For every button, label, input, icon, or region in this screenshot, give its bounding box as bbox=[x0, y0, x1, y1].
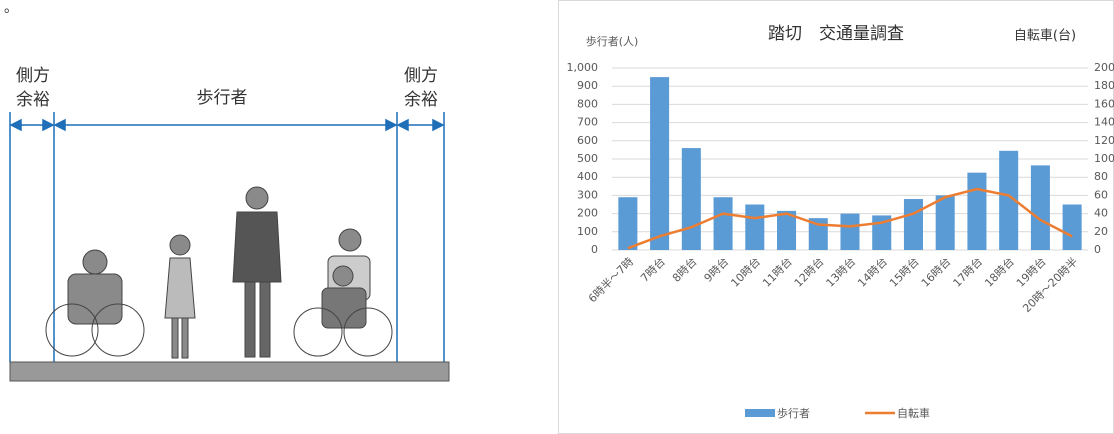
bar bbox=[713, 197, 733, 250]
bar bbox=[777, 210, 797, 250]
margin-label: 側方 bbox=[16, 66, 50, 86]
margin-label: 余裕 bbox=[404, 90, 438, 110]
bar bbox=[999, 150, 1019, 250]
legend-swatch bbox=[745, 409, 775, 417]
y-axis-title: 歩行者(人) bbox=[586, 34, 639, 48]
bar bbox=[808, 218, 828, 250]
y-tick-label: 300 bbox=[577, 188, 598, 201]
y2-tick-label: 120 bbox=[1094, 134, 1114, 147]
y2-tick-label: 80 bbox=[1094, 170, 1108, 183]
y-tick-label: 700 bbox=[577, 116, 598, 129]
bar bbox=[840, 213, 860, 250]
y2-tick-label: 0 bbox=[1094, 243, 1101, 256]
line bbox=[627, 187, 1073, 250]
y2-tick-label: 140 bbox=[1094, 116, 1114, 129]
people bbox=[45, 186, 393, 359]
legend-label: 自転車 bbox=[897, 406, 930, 420]
dimension-lines bbox=[9, 112, 445, 362]
y-tick-label: 200 bbox=[577, 207, 598, 220]
y2-tick-label: 60 bbox=[1094, 188, 1108, 201]
y-tick-label: 100 bbox=[577, 225, 598, 238]
bar bbox=[745, 204, 765, 250]
note: 。 bbox=[4, 0, 18, 16]
bar bbox=[1062, 204, 1082, 250]
y-tick-label: 0 bbox=[591, 243, 598, 256]
legend-label: 歩行者 bbox=[777, 406, 810, 420]
chart-title: 踏切 交通量調査 bbox=[768, 24, 904, 44]
bar bbox=[903, 199, 923, 250]
margin-label: 余裕 bbox=[16, 90, 50, 110]
y-tick-label: 500 bbox=[577, 152, 598, 165]
y2-tick-label: 200 bbox=[1094, 61, 1114, 74]
bar bbox=[650, 77, 670, 250]
bar bbox=[935, 195, 955, 250]
center-label: 歩行者 bbox=[197, 88, 248, 108]
y2-tick-label: 100 bbox=[1094, 152, 1114, 165]
bar bbox=[967, 172, 987, 250]
bar bbox=[1030, 165, 1050, 250]
y2-tick-label: 180 bbox=[1094, 79, 1114, 92]
y-tick-label: 1,000 bbox=[567, 61, 599, 74]
y2-tick-label: 160 bbox=[1094, 97, 1114, 110]
y-tick-label: 900 bbox=[577, 79, 598, 92]
y-tick-label: 600 bbox=[577, 134, 598, 147]
chart-frame bbox=[558, 0, 1114, 434]
margin-label: 側方 bbox=[404, 66, 438, 86]
y2-tick-label: 40 bbox=[1094, 207, 1108, 220]
ground bbox=[9, 361, 450, 382]
bar bbox=[681, 148, 701, 250]
y2-tick-label: 20 bbox=[1094, 225, 1108, 238]
y2-axis-title: 自転車(台) bbox=[1014, 29, 1076, 44]
y-tick-label: 400 bbox=[577, 170, 598, 183]
diagram: 側方 余裕 歩行者 側方 余裕 bbox=[9, 66, 450, 382]
bar bbox=[618, 197, 638, 250]
y-tick-label: 800 bbox=[577, 97, 598, 110]
